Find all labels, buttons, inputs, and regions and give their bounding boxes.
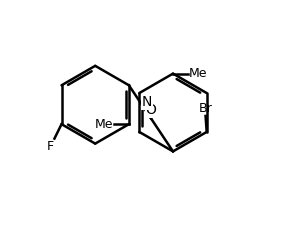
Text: F: F (46, 140, 53, 153)
Text: Br: Br (199, 102, 212, 115)
Text: Me: Me (189, 67, 208, 80)
Text: N: N (142, 95, 152, 109)
Text: O: O (146, 103, 156, 117)
Text: Me: Me (94, 118, 113, 131)
